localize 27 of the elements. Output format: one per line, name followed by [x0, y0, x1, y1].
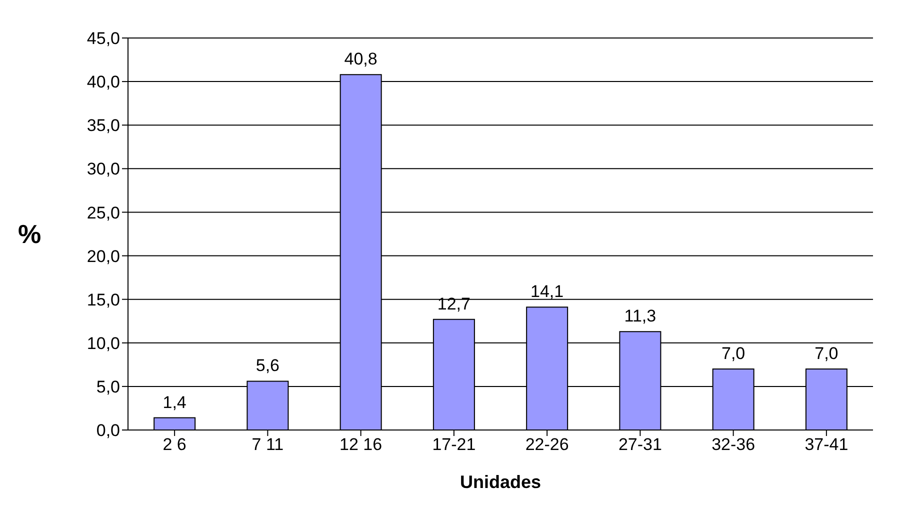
y-tick-label: 15,0 [86, 290, 120, 310]
y-axis-title: % [18, 219, 42, 250]
x-tick-label: 37-41 [804, 435, 848, 454]
y-tick-label: 45,0 [86, 29, 120, 48]
x-axis-title: Unidades [460, 472, 542, 492]
y-tick-label: 20,0 [86, 246, 120, 266]
y-tick-label: 5,0 [96, 377, 120, 396]
y-tick-label: 25,0 [86, 203, 120, 222]
data-label: 7,0 [722, 344, 746, 364]
x-tick-label: 27-31 [618, 435, 662, 454]
data-label: 1,4 [162, 392, 186, 412]
data-label: 40,8 [344, 50, 378, 69]
data-label: 11,3 [624, 306, 656, 326]
y-tick-label: 30,0 [86, 160, 120, 179]
x-tick-label: 17-21 [432, 435, 476, 454]
y-tick-label: 0,0 [96, 421, 120, 440]
y-tick-label: 40,0 [86, 72, 120, 92]
data-label: 5,6 [256, 356, 280, 376]
data-label: 7,0 [814, 344, 838, 364]
x-tick-label: 7 11 [252, 435, 284, 454]
x-tick-label: 2 6 [162, 435, 186, 454]
data-label: 14,1 [530, 282, 564, 302]
x-tick-label: 12 16 [340, 435, 382, 454]
y-tick-label: 35,0 [86, 116, 120, 136]
y-tick-label: 10,0 [86, 334, 120, 353]
x-tick-label: 22-26 [525, 435, 569, 454]
x-tick-label: 32-36 [712, 435, 756, 454]
